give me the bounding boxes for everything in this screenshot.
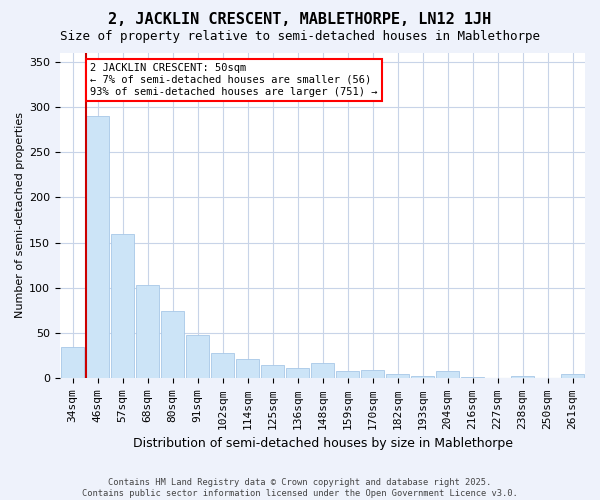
- Bar: [461, 376, 484, 378]
- Bar: [286, 368, 309, 378]
- Bar: [361, 370, 384, 378]
- Bar: [161, 310, 184, 378]
- Y-axis label: Number of semi-detached properties: Number of semi-detached properties: [15, 112, 25, 318]
- Bar: [136, 285, 159, 378]
- X-axis label: Distribution of semi-detached houses by size in Mablethorpe: Distribution of semi-detached houses by …: [133, 437, 512, 450]
- Text: 2 JACKLIN CRESCENT: 50sqm
← 7% of semi-detached houses are smaller (56)
93% of s: 2 JACKLIN CRESCENT: 50sqm ← 7% of semi-d…: [90, 64, 377, 96]
- Bar: [211, 353, 234, 378]
- Text: 2, JACKLIN CRESCENT, MABLETHORPE, LN12 1JH: 2, JACKLIN CRESCENT, MABLETHORPE, LN12 1…: [109, 12, 491, 28]
- Bar: [186, 335, 209, 378]
- Bar: [261, 365, 284, 378]
- Bar: [511, 376, 534, 378]
- Bar: [411, 376, 434, 378]
- Bar: [111, 234, 134, 378]
- Bar: [561, 374, 584, 378]
- Text: Contains HM Land Registry data © Crown copyright and database right 2025.
Contai: Contains HM Land Registry data © Crown c…: [82, 478, 518, 498]
- Bar: [86, 116, 109, 378]
- Bar: [61, 347, 84, 378]
- Text: Size of property relative to semi-detached houses in Mablethorpe: Size of property relative to semi-detach…: [60, 30, 540, 43]
- Bar: [336, 371, 359, 378]
- Bar: [386, 374, 409, 378]
- Bar: [311, 363, 334, 378]
- Bar: [236, 358, 259, 378]
- Bar: [436, 371, 459, 378]
